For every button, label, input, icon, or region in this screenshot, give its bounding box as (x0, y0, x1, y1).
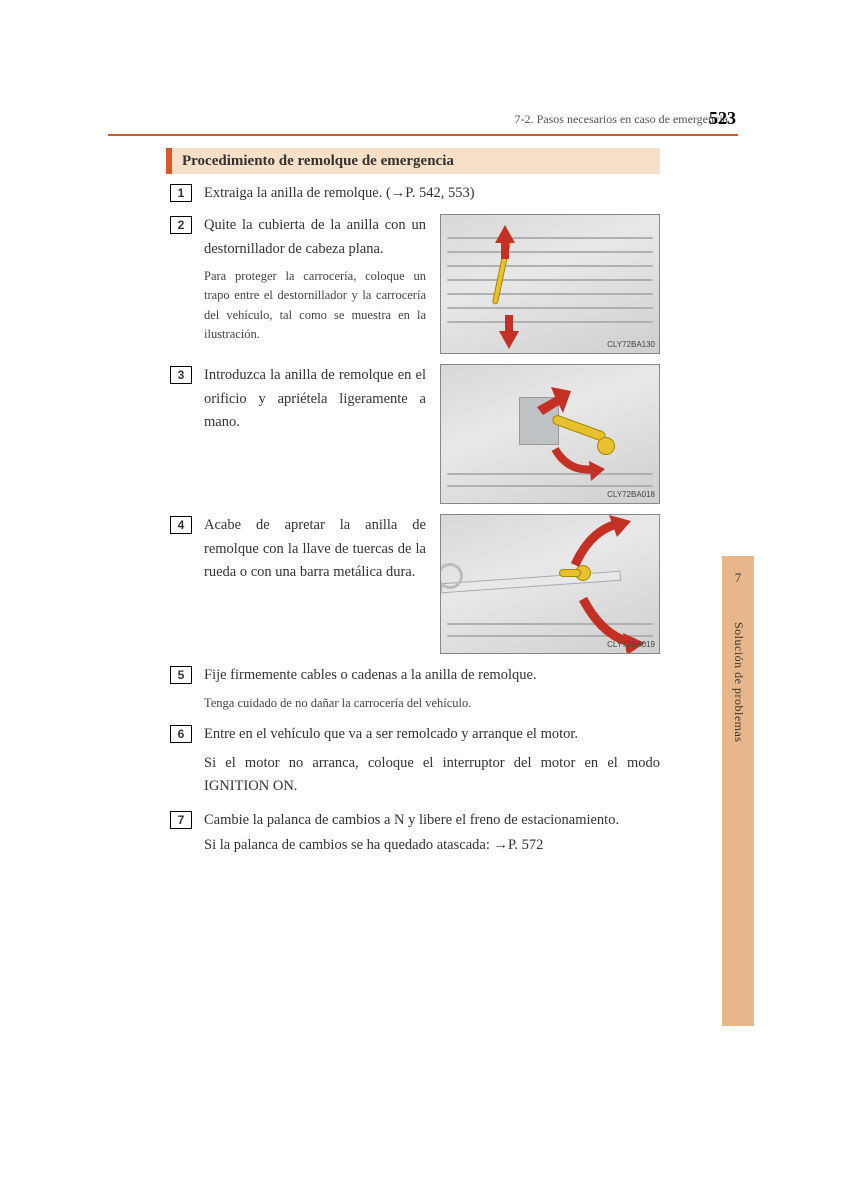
step-number: 7 (170, 811, 192, 829)
step-main-text: Cambie la palanca de cambios a N y liber… (204, 809, 660, 832)
step-5: 5 Fije firmemente cables o cadenas a la … (170, 664, 660, 713)
chapter-number: 7 (722, 570, 754, 586)
step-2-illustration: CLY72BA130 (440, 214, 660, 354)
step-main-text: Extraiga la anilla de remolque. (→P. 542… (204, 185, 475, 201)
step-7: 7 Cambie la palanca de cambios a N y lib… (170, 809, 660, 857)
step-text: Quite la cubierta de la anilla con un de… (204, 214, 426, 344)
step-6: 6 Entre en el vehículo que va a ser remo… (170, 723, 660, 799)
step-note-text: Si la palanca de cambios se ha quedado a… (204, 834, 660, 857)
arrow-icon (531, 387, 581, 427)
arrow-icon (485, 225, 525, 265)
step-body: Cambie la palanca de cambios a N y liber… (204, 809, 660, 857)
step-note-text: Tenga cuidado de no dañar la carrocería … (204, 694, 660, 713)
step-text: Acabe de apretar la anilla de remolque c… (204, 514, 426, 590)
step-main-text: Introduzca la anilla de remolque en el o… (204, 364, 426, 434)
header-rule (108, 134, 738, 136)
step-main-text: Entre en el vehículo que va a ser remolc… (204, 723, 660, 746)
chapter-tab: 7 Solución de problemas (722, 556, 754, 1026)
step-number: 6 (170, 725, 192, 743)
step-main-text: Fije firmemente cables o cadenas a la an… (204, 664, 660, 687)
step-body: Introduzca la anilla de remolque en el o… (204, 364, 660, 504)
step-3-illustration: CLY72BA018 (440, 364, 660, 504)
page-number: 523 (709, 108, 736, 129)
step-body: Fije firmemente cables o cadenas a la an… (204, 664, 660, 713)
image-caption: CLY72BA019 (607, 639, 655, 651)
step-main-text: Quite la cubierta de la anilla con un de… (204, 214, 426, 260)
arrow-icon (565, 515, 635, 575)
step-3: 3 Introduzca la anilla de remolque en el… (170, 364, 660, 504)
step-note-text: Si el motor no arranca, coloque el inter… (204, 752, 660, 798)
step-2: 2 Quite la cubierta de la anilla con un … (170, 214, 660, 354)
step-main-text: Acabe de apretar la anilla de remolque c… (204, 514, 426, 584)
step-number: 1 (170, 184, 192, 202)
section-title-text: Procedimiento de remolque de emergencia (182, 153, 454, 170)
step-4: 4 Acabe de apretar la anilla de remolque… (170, 514, 660, 654)
step-number: 3 (170, 366, 192, 384)
section-title: Procedimiento de remolque de emergencia (166, 148, 660, 174)
arrow-icon (549, 443, 609, 483)
arrow-icon (489, 309, 529, 349)
step-note-text: Para proteger la carrocería, coloque un … (204, 267, 426, 345)
step-body: Acabe de apretar la anilla de remolque c… (204, 514, 660, 654)
chapter-label: Solución de problemas (731, 622, 746, 742)
step-body: Entre en el vehículo que va a ser remolc… (204, 723, 660, 799)
image-caption: CLY72BA130 (607, 339, 655, 351)
breadcrumb: 7-2. Pasos necesarios en caso de emergen… (110, 112, 738, 127)
step-1: 1 Extraiga la anilla de remolque. (→P. 5… (170, 182, 660, 204)
step-number: 4 (170, 516, 192, 534)
manual-page: 7-2. Pasos necesarios en caso de emergen… (0, 0, 848, 1200)
step-body: Quite la cubierta de la anilla con un de… (204, 214, 660, 354)
image-caption: CLY72BA018 (607, 489, 655, 501)
step-4-illustration: CLY72BA019 (440, 514, 660, 654)
step-body: Extraiga la anilla de remolque. (→P. 542… (204, 182, 660, 204)
step-text: Introduzca la anilla de remolque en el o… (204, 364, 426, 440)
step-number: 2 (170, 216, 192, 234)
content-area: 1 Extraiga la anilla de remolque. (→P. 5… (170, 182, 660, 867)
step-number: 5 (170, 666, 192, 684)
page-header: 7-2. Pasos necesarios en caso de emergen… (110, 112, 738, 127)
